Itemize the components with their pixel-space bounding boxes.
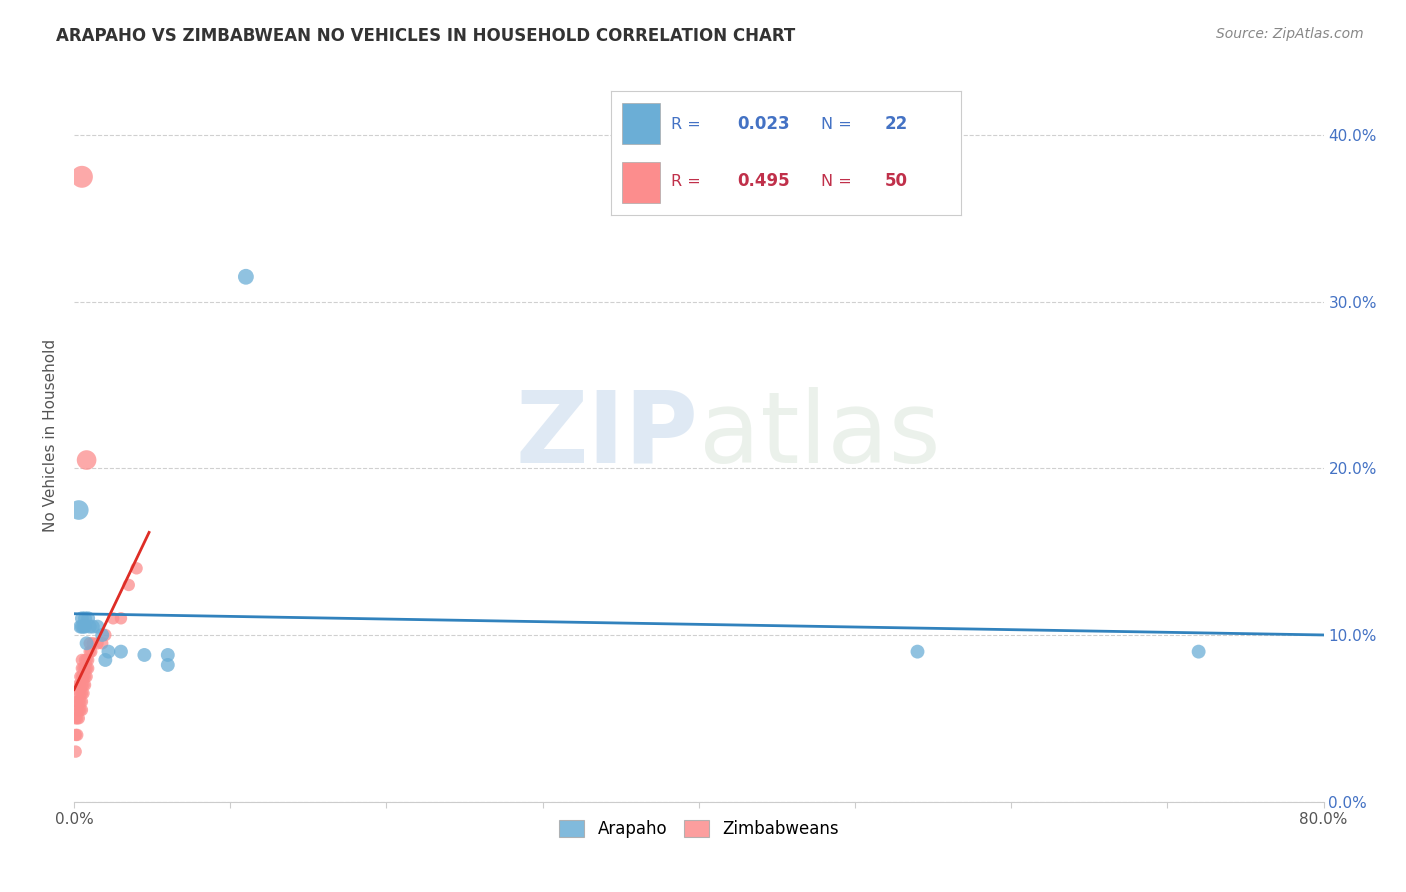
Text: Source: ZipAtlas.com: Source: ZipAtlas.com — [1216, 27, 1364, 41]
Point — [69, 695, 91, 709]
Point — [235, 269, 257, 284]
Point — [69, 620, 91, 634]
Text: atlas: atlas — [699, 386, 941, 483]
Point — [67, 695, 90, 709]
Point — [66, 711, 89, 725]
Point — [76, 670, 98, 684]
Point — [69, 703, 91, 717]
Point — [82, 620, 104, 634]
Point — [70, 670, 93, 684]
Point — [76, 453, 98, 467]
Point — [77, 611, 100, 625]
Y-axis label: No Vehicles in Household: No Vehicles in Household — [44, 338, 58, 532]
Point — [72, 620, 94, 634]
Point — [65, 745, 87, 759]
Point — [66, 728, 89, 742]
Point — [69, 678, 91, 692]
Point — [70, 653, 93, 667]
Point — [907, 645, 929, 659]
Point — [156, 648, 179, 662]
Point — [66, 703, 89, 717]
Point — [65, 728, 87, 742]
Point — [94, 653, 117, 667]
Point — [134, 648, 156, 662]
Legend: Arapaho, Zimbabweans: Arapaho, Zimbabweans — [553, 813, 845, 845]
Point — [110, 645, 132, 659]
Point — [69, 686, 91, 700]
Point — [73, 620, 96, 634]
Point — [69, 670, 91, 684]
Point — [94, 628, 117, 642]
Point — [91, 636, 114, 650]
Point — [70, 661, 93, 675]
Point — [77, 661, 100, 675]
Point — [77, 653, 100, 667]
Point — [86, 636, 108, 650]
Point — [72, 686, 94, 700]
Point — [79, 620, 101, 634]
Point — [70, 678, 93, 692]
Point — [125, 561, 148, 575]
Point — [72, 661, 94, 675]
Point — [79, 636, 101, 650]
Point — [66, 695, 89, 709]
Point — [73, 678, 96, 692]
Point — [67, 686, 90, 700]
Point — [110, 611, 132, 625]
Point — [67, 503, 90, 517]
Point — [73, 611, 96, 625]
Point — [70, 611, 93, 625]
Text: ARAPAHO VS ZIMBABWEAN NO VEHICLES IN HOUSEHOLD CORRELATION CHART: ARAPAHO VS ZIMBABWEAN NO VEHICLES IN HOU… — [56, 27, 796, 45]
Point — [67, 711, 90, 725]
Point — [76, 661, 98, 675]
Point — [1188, 645, 1211, 659]
Point — [73, 653, 96, 667]
Point — [67, 678, 90, 692]
Point — [76, 653, 98, 667]
Point — [72, 670, 94, 684]
Point — [72, 678, 94, 692]
Point — [80, 645, 103, 659]
Point — [156, 657, 179, 672]
Point — [73, 661, 96, 675]
Point — [67, 703, 90, 717]
Point — [70, 703, 93, 717]
Point — [73, 670, 96, 684]
Point — [118, 578, 141, 592]
Point — [79, 645, 101, 659]
Point — [70, 695, 93, 709]
Point — [91, 628, 114, 642]
Point — [101, 611, 124, 625]
Point — [70, 169, 93, 184]
Point — [86, 620, 108, 634]
Point — [76, 636, 98, 650]
Point — [70, 620, 93, 634]
Point — [70, 686, 93, 700]
Point — [97, 645, 120, 659]
Text: ZIP: ZIP — [516, 386, 699, 483]
Point — [65, 711, 87, 725]
Point — [82, 636, 104, 650]
